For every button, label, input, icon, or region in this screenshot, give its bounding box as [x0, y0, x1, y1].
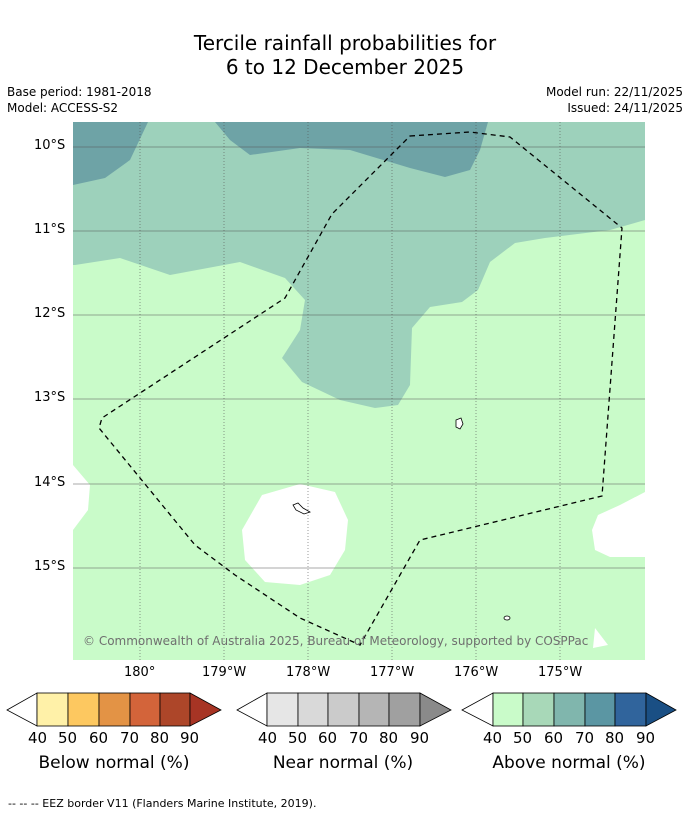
colorbar-above-normal: [461, 692, 677, 727]
colorbar-min-extend: [236, 692, 268, 727]
tick-label: 70: [120, 729, 140, 747]
tick-label: 80: [150, 729, 170, 747]
lat-label-12s: 12°S: [34, 306, 66, 321]
no-signal-region-west: [73, 465, 90, 530]
tick-label: 80: [605, 729, 625, 747]
islands: [292, 417, 511, 621]
colorbar-max-extend: [645, 692, 677, 727]
lon-label-177w: 177°W: [370, 665, 415, 680]
tick-label: 60: [318, 729, 338, 747]
tick-label: 70: [349, 729, 369, 747]
island-outline: [292, 502, 311, 515]
colorbar-cell: [67, 692, 100, 727]
colorbar-max-extend: [189, 692, 222, 727]
tick-label: 40: [258, 729, 278, 747]
lon-label-179w: 179°W: [202, 665, 247, 680]
map-copyright: © Commonwealth of Australia 2025, Bureau…: [83, 634, 588, 648]
lat-label-14s: 14°S: [34, 475, 66, 490]
tick-label: 40: [28, 729, 48, 747]
eez-border: [98, 131, 623, 646]
tick-label: 90: [180, 729, 200, 747]
colorbar-cell: [522, 692, 555, 727]
no-signal-region-southeast: [593, 628, 608, 648]
island-outline: [455, 417, 464, 430]
island-outline: [503, 615, 511, 621]
tick-label: 50: [58, 729, 78, 747]
colorbar-cell: [159, 692, 191, 727]
eez-legend-note: -- -- -- EEZ border V11 (Flanders Marine…: [8, 797, 317, 810]
colorbar-title-near: Near normal (%): [272, 753, 414, 773]
colorbar-cell: [614, 692, 647, 727]
issued-date: Issued: 24/11/2025: [567, 101, 683, 115]
no-signal-region-east: [592, 492, 645, 557]
colorbar-cell: [98, 692, 131, 727]
colorbar-cell: [327, 692, 360, 727]
above-normal-60-region: [73, 122, 148, 185]
colorbar-cell: [266, 692, 299, 727]
above-normal-50-region: [73, 122, 645, 408]
tick-label: 50: [513, 729, 533, 747]
colorbar-min-extend: [6, 692, 38, 727]
colorbar-cell: [36, 692, 69, 727]
lat-label-13s: 13°S: [34, 390, 66, 405]
lon-label-178w: 178°W: [286, 665, 331, 680]
graticule: [73, 122, 645, 660]
colorbar-max-extend: [419, 692, 452, 727]
tick-label: 90: [636, 729, 656, 747]
colorbar-cell: [584, 692, 616, 727]
lat-label-11s: 11°S: [34, 222, 66, 237]
colorbar-below-normal: [6, 692, 222, 727]
lat-label-10s: 10°S: [34, 138, 66, 153]
tick-label: 70: [575, 729, 595, 747]
colorbar-title-above: Above normal (%): [492, 753, 646, 773]
colorbar-near-normal: [236, 692, 452, 727]
colorbar-cell: [129, 692, 161, 727]
tick-label: 40: [483, 729, 503, 747]
colorbar-cell: [388, 692, 421, 727]
tick-label: 60: [544, 729, 564, 747]
model-run: Model run: 22/11/2025: [545, 85, 683, 99]
colorbar-title-below: Below normal (%): [38, 753, 190, 773]
model-name: Model: ACCESS-S2: [7, 101, 119, 115]
lon-label-180: 180°: [124, 665, 156, 680]
colorbar-cell: [553, 692, 586, 727]
colorbar-cell: [492, 692, 524, 727]
tick-label: 60: [89, 729, 109, 747]
lon-label-176w: 176°W: [454, 665, 499, 680]
base-period: Base period: 1981-2018: [7, 85, 152, 99]
tick-label: 90: [410, 729, 430, 747]
probability-field: [73, 122, 645, 660]
lon-label-175w: 175°W: [538, 665, 583, 680]
tick-label: 80: [379, 729, 399, 747]
colorbar-cell: [297, 692, 329, 727]
colorbar-cell: [358, 692, 390, 727]
no-signal-region-center: [242, 484, 348, 585]
tick-label: 50: [288, 729, 308, 747]
colorbars: [6, 692, 677, 727]
colorbar-min-extend: [461, 692, 494, 727]
map-title-line2: 6 to 12 December 2025: [225, 55, 465, 79]
lat-label-15s: 15°S: [34, 559, 66, 574]
map-title-line1: Tercile rainfall probabilities for: [193, 31, 497, 55]
